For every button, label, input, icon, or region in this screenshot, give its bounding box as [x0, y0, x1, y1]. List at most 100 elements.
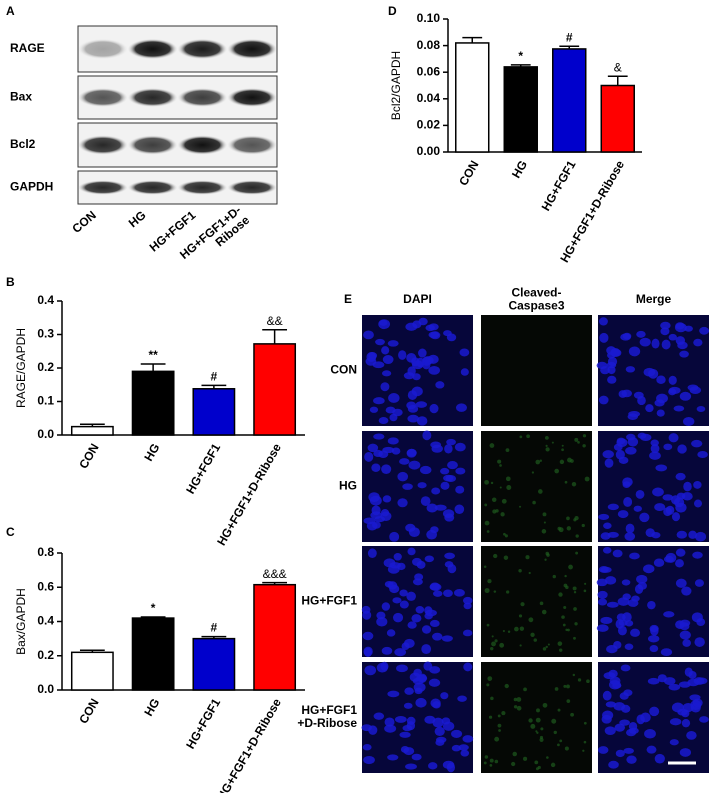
x-tick-label: CON — [76, 441, 101, 471]
signal — [514, 626, 519, 632]
signal — [562, 623, 566, 627]
micrograph — [362, 431, 473, 542]
signal — [502, 629, 505, 633]
signal — [530, 632, 535, 638]
signal — [497, 723, 502, 728]
nucleus — [440, 481, 450, 490]
nucleus — [650, 444, 660, 454]
nucleus — [363, 755, 375, 765]
nucleus — [649, 624, 659, 633]
nucleus — [455, 485, 465, 494]
nucleus — [625, 366, 636, 373]
blot-band — [177, 38, 228, 60]
signal — [582, 749, 585, 752]
nucleus — [384, 717, 395, 727]
significance-marker: # — [566, 30, 573, 44]
signal — [537, 765, 541, 770]
signal — [558, 592, 563, 597]
nucleus — [424, 555, 435, 563]
nucleus — [677, 444, 687, 454]
nucleus — [598, 513, 610, 521]
nucleus — [602, 450, 614, 459]
signal — [573, 607, 577, 611]
nucleus — [660, 321, 671, 330]
signal — [499, 486, 502, 489]
nucleus — [380, 661, 389, 671]
signal — [546, 553, 550, 557]
nucleus — [604, 576, 617, 585]
nucleus — [462, 596, 473, 605]
nucleus — [620, 664, 631, 672]
signal — [528, 718, 533, 723]
nucleus — [668, 386, 681, 395]
nucleus — [442, 721, 455, 731]
nucleus — [379, 319, 388, 326]
nucleus — [378, 417, 389, 424]
signal — [552, 574, 556, 579]
signal — [487, 676, 493, 681]
nucleus — [393, 612, 404, 623]
nucleus — [627, 437, 639, 447]
significance-marker: * — [151, 601, 156, 615]
signal — [530, 723, 536, 729]
x-tick-label: HG+FGF1 — [183, 441, 223, 496]
row-label: CON — [330, 363, 357, 377]
nucleus — [440, 692, 449, 700]
x-tick-label: HG — [141, 441, 162, 464]
nucleus — [623, 747, 634, 754]
signal — [494, 639, 498, 643]
nucleus — [649, 644, 659, 653]
nucleus — [633, 505, 642, 512]
nucleus — [617, 597, 630, 606]
column-header: Cleaved-Caspase3 — [508, 286, 564, 313]
nucleus — [406, 448, 417, 458]
nucleus — [406, 591, 416, 601]
nucleus — [397, 471, 409, 482]
nucleus — [679, 350, 689, 358]
nucleus — [624, 643, 634, 650]
signal — [499, 642, 505, 648]
nucleus — [626, 755, 637, 764]
blot-band — [177, 135, 228, 155]
nucleus — [373, 397, 385, 405]
nucleus — [389, 584, 400, 594]
blot-band — [127, 180, 178, 195]
signal — [484, 588, 490, 594]
nucleus — [389, 531, 400, 542]
signal — [506, 484, 512, 490]
blot-band — [177, 180, 228, 195]
nucleus — [621, 389, 632, 398]
x-tick-label: HG — [141, 696, 162, 719]
signal — [582, 434, 587, 438]
nucleus — [654, 399, 665, 407]
signal — [583, 721, 587, 725]
signal — [539, 459, 543, 462]
nucleus — [455, 467, 466, 475]
nucleus — [599, 317, 608, 326]
nucleus — [636, 714, 645, 725]
nucleus — [653, 558, 665, 567]
nucleus — [396, 664, 408, 673]
signal — [498, 729, 501, 732]
nucleus — [607, 365, 616, 375]
signal — [500, 512, 505, 517]
signal — [516, 705, 522, 711]
nucleus — [605, 701, 617, 708]
nucleus — [628, 346, 641, 357]
nucleus — [399, 600, 409, 609]
nucleus — [596, 624, 609, 632]
signal — [484, 479, 490, 485]
nucleus — [660, 327, 670, 336]
nucleus — [639, 512, 650, 523]
nucleus — [675, 336, 686, 345]
nucleus — [426, 503, 438, 513]
signal — [532, 500, 536, 505]
nucleus — [362, 610, 372, 620]
nucleus — [444, 444, 453, 454]
signal — [561, 615, 565, 619]
nucleus — [460, 749, 470, 757]
nucleus — [604, 458, 614, 468]
signal — [544, 558, 547, 561]
signal — [504, 683, 509, 689]
